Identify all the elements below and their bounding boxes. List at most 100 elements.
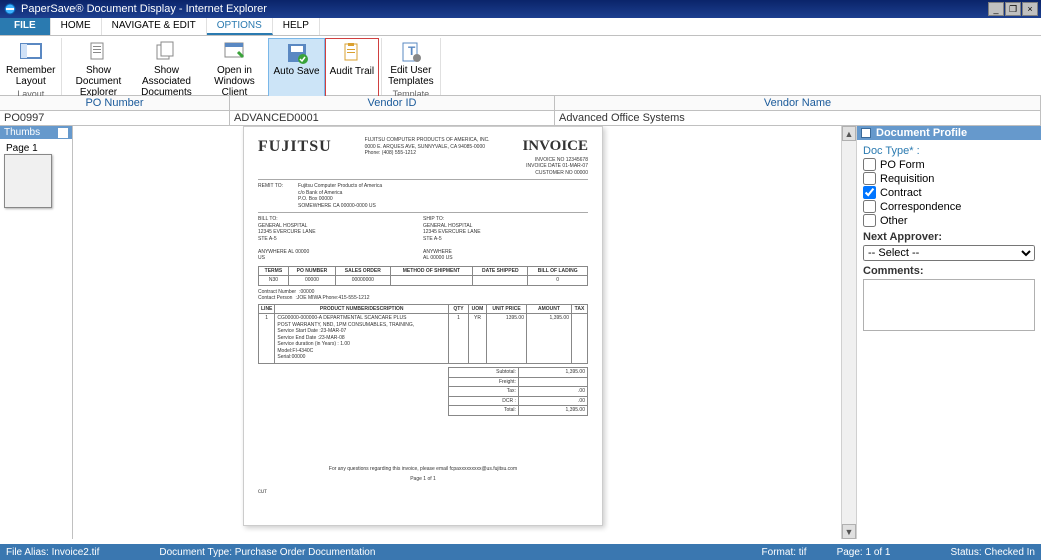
doc-company-address: FUJITSU COMPUTER PRODUCTS OF AMERICA, IN… — [365, 137, 490, 157]
vendor-name-value: Advanced Office Systems — [555, 111, 1041, 125]
bill-value: GENERAL HOSPITAL 12345 EVERCURE LANE STE… — [258, 223, 423, 262]
doctype-requisition-check[interactable] — [863, 172, 876, 185]
windows-client-icon — [222, 40, 246, 64]
show-doc-explorer-button[interactable]: Show Document Explorer — [64, 38, 132, 100]
ship-value: GENERAL HOSPITAL 12345 EVERCURE LANE STE… — [423, 223, 588, 262]
audit-trail-button[interactable]: Audit Trail — [325, 38, 379, 100]
auto-save-icon — [285, 41, 309, 65]
main-area: Thumbs Page 1 FUJITSU FUJITSU COMPUTER P… — [0, 126, 1041, 539]
order-table: TERMS PO NUMBER SALES ORDER METHOD OF SH… — [258, 266, 588, 286]
status-format: Format: tif — [762, 547, 807, 558]
ribbon-group-layout: Remember Layout Layout — [0, 38, 62, 95]
doctype-requisition[interactable]: Requisition — [863, 172, 1035, 185]
doctype-correspondence-label: Correspondence — [880, 201, 961, 213]
tab-home[interactable]: HOME — [51, 18, 102, 35]
vendor-id-value: ADVANCED0001 — [230, 111, 555, 125]
show-doc-explorer-label: Show Document Explorer — [68, 65, 128, 98]
thumbs-title: Thumbs — [4, 127, 40, 138]
doctype-other-label: Other — [880, 215, 908, 227]
window-title: PaperSave® Document Display - Internet E… — [21, 3, 987, 15]
document-page: FUJITSU FUJITSU COMPUTER PRODUCTS OF AME… — [243, 126, 603, 526]
doctype-poform-check[interactable] — [863, 158, 876, 171]
thumb-page-1[interactable]: Page 1 — [4, 143, 68, 208]
header-values: PO0997 ADVANCED0001 Advanced Office Syst… — [0, 111, 1041, 126]
open-windows-client-button[interactable]: Open in Windows Client — [200, 38, 268, 100]
ribbon-group-other: Show Document Explorer Show Associated D… — [62, 38, 382, 95]
doctype-poform-label: PO Form — [880, 159, 925, 171]
contract-info: Contract Number :00000 Contact Person :J… — [258, 289, 588, 302]
doctype-other[interactable]: Other — [863, 214, 1035, 227]
scroll-up-icon[interactable]: ▲ — [842, 126, 856, 141]
show-assoc-docs-button[interactable]: Show Associated Documents — [132, 38, 200, 100]
edit-user-templates-button[interactable]: T Edit User Templates — [384, 38, 438, 89]
audit-trail-icon — [340, 41, 364, 65]
doctype-requisition-label: Requisition — [880, 173, 934, 185]
line-table: LINE PRODUCT NUMBER/DESCRIPTION QTY UOM … — [258, 304, 588, 365]
tab-help[interactable]: HELP — [273, 18, 320, 35]
close-button[interactable]: × — [1022, 2, 1038, 16]
po-number-header: PO Number — [0, 96, 230, 110]
doc-cut: CUT — [258, 489, 588, 496]
doc-invoice-title: INVOICE — [522, 137, 588, 157]
doc-invoice-meta: INVOICE NO 12345678 INVOICE DATE 01-MAR-… — [522, 157, 588, 177]
doctype-poform[interactable]: PO Form — [863, 158, 1035, 171]
viewer-scrollbar[interactable]: ▲ ▼ — [841, 126, 856, 539]
comments-textarea[interactable] — [863, 279, 1035, 331]
auto-save-label: Auto Save — [273, 66, 319, 77]
approver-select[interactable]: -- Select -- — [863, 245, 1035, 261]
show-assoc-docs-label: Show Associated Documents — [136, 65, 196, 98]
remember-layout-button[interactable]: Remember Layout — [2, 38, 59, 89]
ribbon-group-template: T Edit User Templates Template — [382, 38, 441, 95]
remit-label: REMIT TO: — [258, 183, 298, 209]
doctype-contract-label: Contract — [880, 187, 922, 199]
profile-collapse-icon[interactable] — [861, 128, 871, 138]
thumbs-panel: Thumbs Page 1 — [0, 126, 73, 539]
vendor-name-header: Vendor Name — [555, 96, 1041, 110]
ie-icon — [3, 2, 17, 16]
menu-bar: FILE HOME NAVIGATE & EDIT OPTIONS HELP — [0, 18, 1041, 36]
po-number-value: PO0997 — [0, 111, 230, 125]
profile-header: Document Profile — [857, 126, 1041, 140]
profile-title: Document Profile — [876, 127, 967, 139]
status-alias: File Alias: Invoice2.tif — [6, 547, 99, 558]
doctype-correspondence-check[interactable] — [863, 200, 876, 213]
doc-logo: FUJITSU — [258, 137, 332, 158]
tab-options[interactable]: OPTIONS — [207, 18, 273, 35]
tab-file[interactable]: FILE — [0, 18, 51, 35]
approver-label: Next Approver: — [863, 231, 1035, 243]
edit-user-templates-label: Edit User Templates — [388, 65, 434, 87]
comments-label: Comments: — [863, 265, 1035, 277]
open-windows-client-label: Open in Windows Client — [204, 65, 264, 98]
auto-save-button[interactable]: Auto Save — [268, 38, 324, 100]
remember-layout-label: Remember Layout — [6, 65, 55, 87]
status-page: Page: 1 of 1 — [837, 547, 891, 558]
doctype-contract[interactable]: Contract — [863, 186, 1035, 199]
tab-navigate-edit[interactable]: NAVIGATE & EDIT — [102, 18, 207, 35]
document-viewer[interactable]: FUJITSU FUJITSU COMPUTER PRODUCTS OF AME… — [73, 126, 857, 539]
status-bar: File Alias: Invoice2.tif Document Type: … — [0, 544, 1041, 560]
status-status: Status: Checked In — [951, 547, 1036, 558]
vendor-id-header: Vendor ID — [230, 96, 555, 110]
thumb-image — [4, 154, 52, 208]
layout-icon — [19, 40, 43, 64]
doctype-contract-check[interactable] — [863, 186, 876, 199]
thumbs-collapse-icon[interactable] — [58, 128, 68, 138]
title-bar: PaperSave® Document Display - Internet E… — [0, 0, 1041, 18]
audit-trail-label: Audit Trail — [330, 66, 374, 77]
thumb-label: Page 1 — [4, 143, 68, 154]
restore-button[interactable]: ❐ — [1005, 2, 1021, 16]
doctype-label: Doc Type* — [863, 145, 1035, 157]
doc-explorer-icon — [86, 40, 110, 64]
minimize-button[interactable]: _ — [988, 2, 1004, 16]
status-doctype: Document Type: Purchase Order Documentat… — [159, 547, 375, 558]
template-icon: T — [399, 40, 423, 64]
doctype-other-check[interactable] — [863, 214, 876, 227]
header-labels: PO Number Vendor ID Vendor Name — [0, 96, 1041, 111]
totals-table: Subtotal:1,395.00 Freight: Tax:.00 DCR :… — [448, 367, 588, 416]
scroll-down-icon[interactable]: ▼ — [842, 524, 856, 539]
doctype-correspondence[interactable]: Correspondence — [863, 200, 1035, 213]
profile-panel: Document Profile Doc Type* PO Form Requi… — [857, 126, 1041, 539]
assoc-docs-icon — [154, 40, 178, 64]
doc-footer: For any questions regarding this invoice… — [258, 466, 588, 473]
thumbs-header: Thumbs — [0, 126, 72, 139]
